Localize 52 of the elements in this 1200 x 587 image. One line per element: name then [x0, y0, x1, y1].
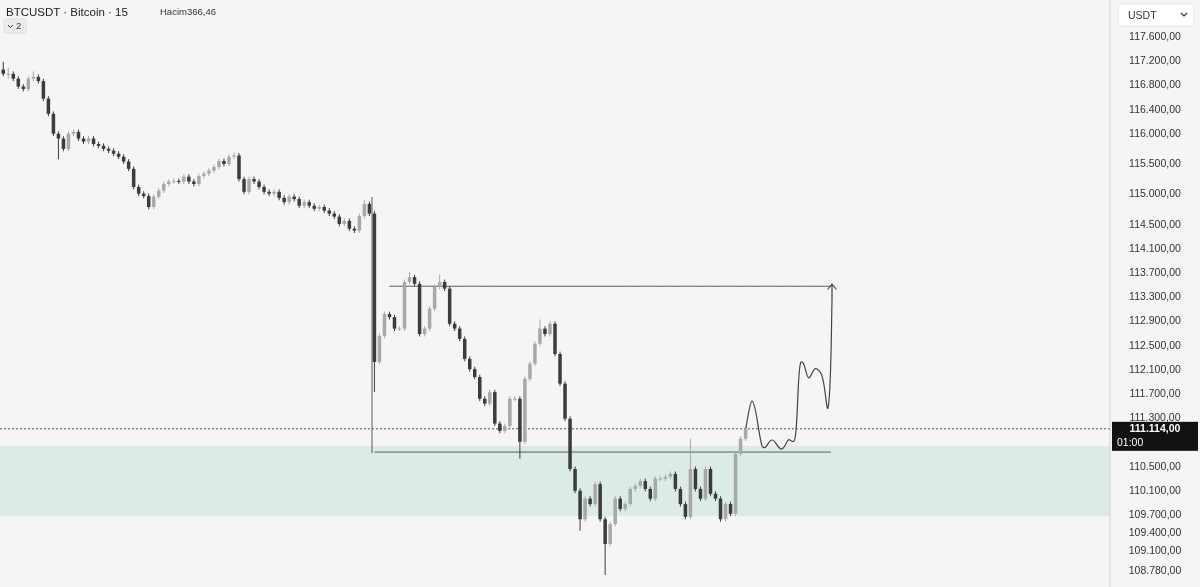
candlestick — [538, 319, 542, 347]
y-tick-label: 112.100,00 — [1129, 362, 1182, 375]
candlestick — [207, 167, 211, 177]
y-tick-label: 108.780,00 — [1128, 563, 1182, 576]
candlestick — [232, 152, 236, 160]
candlestick — [282, 194, 286, 206]
text: BTCUSDT · Bitcoin · 15 — [6, 6, 128, 19]
candlestick — [277, 188, 281, 201]
text: 01:00 — [1117, 436, 1144, 449]
y-tick-label: 111.700,00 — [1129, 387, 1181, 400]
candlestick — [267, 188, 271, 197]
candlestick — [202, 170, 206, 180]
y-tick-label: 109.100,00 — [1128, 544, 1182, 557]
y-tick-label: 117.200,00 — [1129, 54, 1182, 67]
candlestick — [573, 466, 577, 494]
candlestick — [257, 178, 261, 190]
y-tick-label: 115.000,00 — [1129, 187, 1182, 200]
y-tick-label: 115.500,00 — [1129, 157, 1182, 170]
candlestick — [588, 495, 592, 508]
candlestick — [222, 158, 226, 167]
y-tick-label: 112.500,00 — [1129, 338, 1182, 351]
candlestick — [628, 486, 632, 508]
y-tick-label: 116.400,00 — [1129, 102, 1182, 115]
ref-line-label: 111.114,00 — [1129, 422, 1181, 435]
y-tick-label: 112.900,00 — [1129, 314, 1182, 327]
y-axis-title: USDT — [1128, 8, 1158, 21]
candlestick — [252, 176, 256, 185]
candlestick — [528, 360, 532, 382]
y-tick-label: 114.100,00 — [1129, 241, 1182, 254]
y-tick-label: 116.800,00 — [1129, 78, 1182, 91]
candlestick — [237, 152, 241, 183]
candlestick — [478, 374, 482, 402]
candlestick — [272, 188, 276, 197]
candlestick — [192, 178, 196, 187]
candlestick — [212, 164, 216, 174]
annotation: 2 — [16, 20, 22, 32]
candlestick — [608, 521, 612, 547]
y-tick-label: 110.500,00 — [1129, 459, 1182, 472]
y-tick-label: 113.300,00 — [1129, 290, 1182, 303]
y-tick-label: 116.000,00 — [1129, 126, 1182, 139]
y-tick-label: 110.100,00 — [1129, 483, 1182, 496]
candlestick — [583, 495, 587, 523]
candlestick — [593, 481, 597, 508]
annotation: Hacim366,46 — [160, 6, 216, 18]
y-tick-label: 109.400,00 — [1128, 526, 1182, 539]
y-tick-label: 113.700,00 — [1129, 265, 1182, 278]
y-tick-label: 109.700,00 — [1128, 508, 1182, 521]
y-tick-label: 117.600,00 — [1129, 29, 1182, 42]
candlestick — [533, 340, 537, 367]
y-tick-label: 114.500,00 — [1129, 217, 1182, 230]
y-tick-label: 111.300,00 — [1129, 411, 1181, 424]
candlestick — [543, 325, 547, 337]
